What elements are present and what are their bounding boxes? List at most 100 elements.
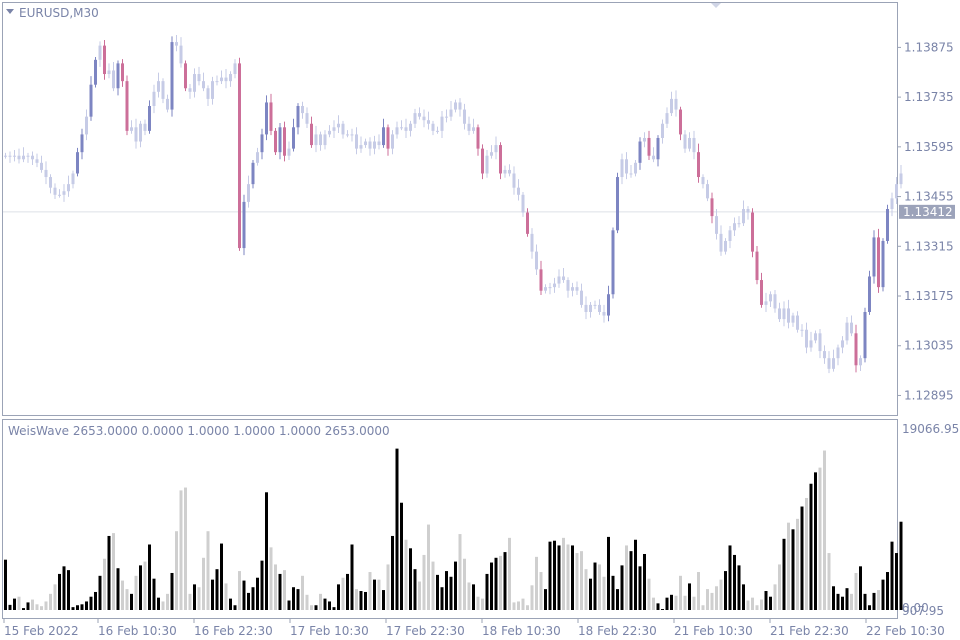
wave-bar bbox=[805, 497, 808, 610]
wave-bar bbox=[553, 540, 556, 610]
chart-shift-marker-icon[interactable] bbox=[711, 3, 721, 8]
wave-bar bbox=[872, 592, 876, 610]
candle bbox=[287, 141, 291, 160]
wave-bar bbox=[184, 487, 187, 610]
wave-bar bbox=[71, 607, 75, 610]
candle bbox=[827, 351, 831, 374]
candle bbox=[418, 107, 421, 120]
candle bbox=[26, 152, 30, 163]
wave-bar bbox=[269, 547, 273, 610]
candle bbox=[508, 164, 511, 177]
wave-bar bbox=[692, 596, 696, 610]
candle bbox=[395, 121, 399, 139]
collapse-triangle-icon[interactable] bbox=[6, 9, 14, 14]
wave-bar bbox=[359, 591, 363, 610]
wave-bar bbox=[494, 557, 498, 610]
candle bbox=[166, 94, 169, 113]
wave-bar bbox=[368, 572, 372, 610]
candle bbox=[292, 118, 295, 152]
candle bbox=[364, 138, 367, 148]
candle bbox=[512, 166, 516, 195]
candle bbox=[611, 227, 615, 299]
candle bbox=[881, 238, 885, 292]
price-tick-label: 1.12895 bbox=[904, 388, 954, 402]
candle bbox=[449, 101, 453, 121]
candle bbox=[575, 281, 579, 295]
wave-bar bbox=[418, 581, 421, 610]
price-tick-label: 1.13315 bbox=[904, 239, 954, 253]
candle bbox=[661, 119, 664, 144]
candle bbox=[193, 68, 196, 98]
candle bbox=[4, 152, 7, 159]
wave-bar bbox=[647, 578, 651, 610]
wave-bar bbox=[373, 579, 376, 610]
wave-bar bbox=[863, 593, 867, 610]
wave-bar bbox=[760, 599, 763, 610]
candle bbox=[728, 226, 732, 249]
wave-bar bbox=[409, 548, 412, 610]
candle bbox=[656, 135, 660, 167]
candle bbox=[697, 143, 700, 183]
candle bbox=[553, 277, 556, 293]
candle bbox=[625, 152, 628, 180]
candle bbox=[296, 103, 300, 135]
candle bbox=[629, 164, 633, 178]
wave-bar bbox=[422, 554, 426, 610]
wave-bar bbox=[26, 602, 30, 610]
candle bbox=[386, 124, 390, 156]
price-panel[interactable] bbox=[2, 2, 898, 416]
wave-bar bbox=[62, 566, 66, 610]
candle bbox=[112, 61, 115, 92]
symbol-title: EURUSD,M30 bbox=[19, 6, 99, 20]
wave-bar bbox=[215, 569, 219, 610]
wave-bar bbox=[98, 575, 102, 610]
candle bbox=[746, 206, 750, 220]
wave-bar bbox=[328, 601, 331, 610]
wave-bar bbox=[206, 531, 210, 610]
candle bbox=[503, 165, 507, 178]
price-tick-label: 1.13875 bbox=[904, 40, 954, 54]
candle bbox=[382, 118, 385, 148]
wave-bar bbox=[445, 571, 448, 610]
wave-bar bbox=[773, 584, 777, 610]
candle bbox=[143, 119, 147, 136]
candle bbox=[94, 56, 97, 88]
candle bbox=[778, 302, 781, 322]
wave-bar bbox=[364, 591, 367, 610]
candle bbox=[859, 355, 862, 371]
candle bbox=[377, 134, 381, 150]
candle bbox=[98, 41, 102, 67]
wave-bar bbox=[688, 583, 691, 610]
wave-bar bbox=[719, 579, 723, 610]
wave-bar bbox=[386, 564, 390, 610]
wave-bar bbox=[431, 561, 435, 610]
wave-bar bbox=[670, 594, 673, 610]
candle bbox=[188, 83, 192, 99]
wave-bar bbox=[742, 584, 745, 610]
wave-bar bbox=[53, 584, 57, 610]
wave-bar bbox=[179, 490, 183, 610]
wave-bar bbox=[791, 529, 795, 610]
candle bbox=[157, 72, 160, 98]
candle bbox=[134, 118, 138, 149]
candle bbox=[355, 127, 358, 155]
candle bbox=[719, 225, 723, 256]
candle bbox=[8, 151, 12, 163]
candle bbox=[310, 116, 313, 148]
candle bbox=[814, 330, 817, 344]
candle bbox=[89, 76, 93, 121]
candle bbox=[688, 132, 691, 152]
candle bbox=[643, 132, 646, 148]
candle bbox=[616, 172, 619, 234]
wave-bar bbox=[607, 536, 610, 610]
candle bbox=[490, 145, 493, 159]
wave-bar bbox=[679, 575, 682, 610]
candle bbox=[251, 159, 255, 189]
wave-bar bbox=[103, 558, 106, 610]
candle bbox=[22, 147, 25, 163]
candle bbox=[535, 244, 538, 276]
wave-bar bbox=[292, 587, 295, 610]
weiswave-histogram bbox=[4, 448, 903, 610]
wave-bar bbox=[85, 601, 88, 610]
